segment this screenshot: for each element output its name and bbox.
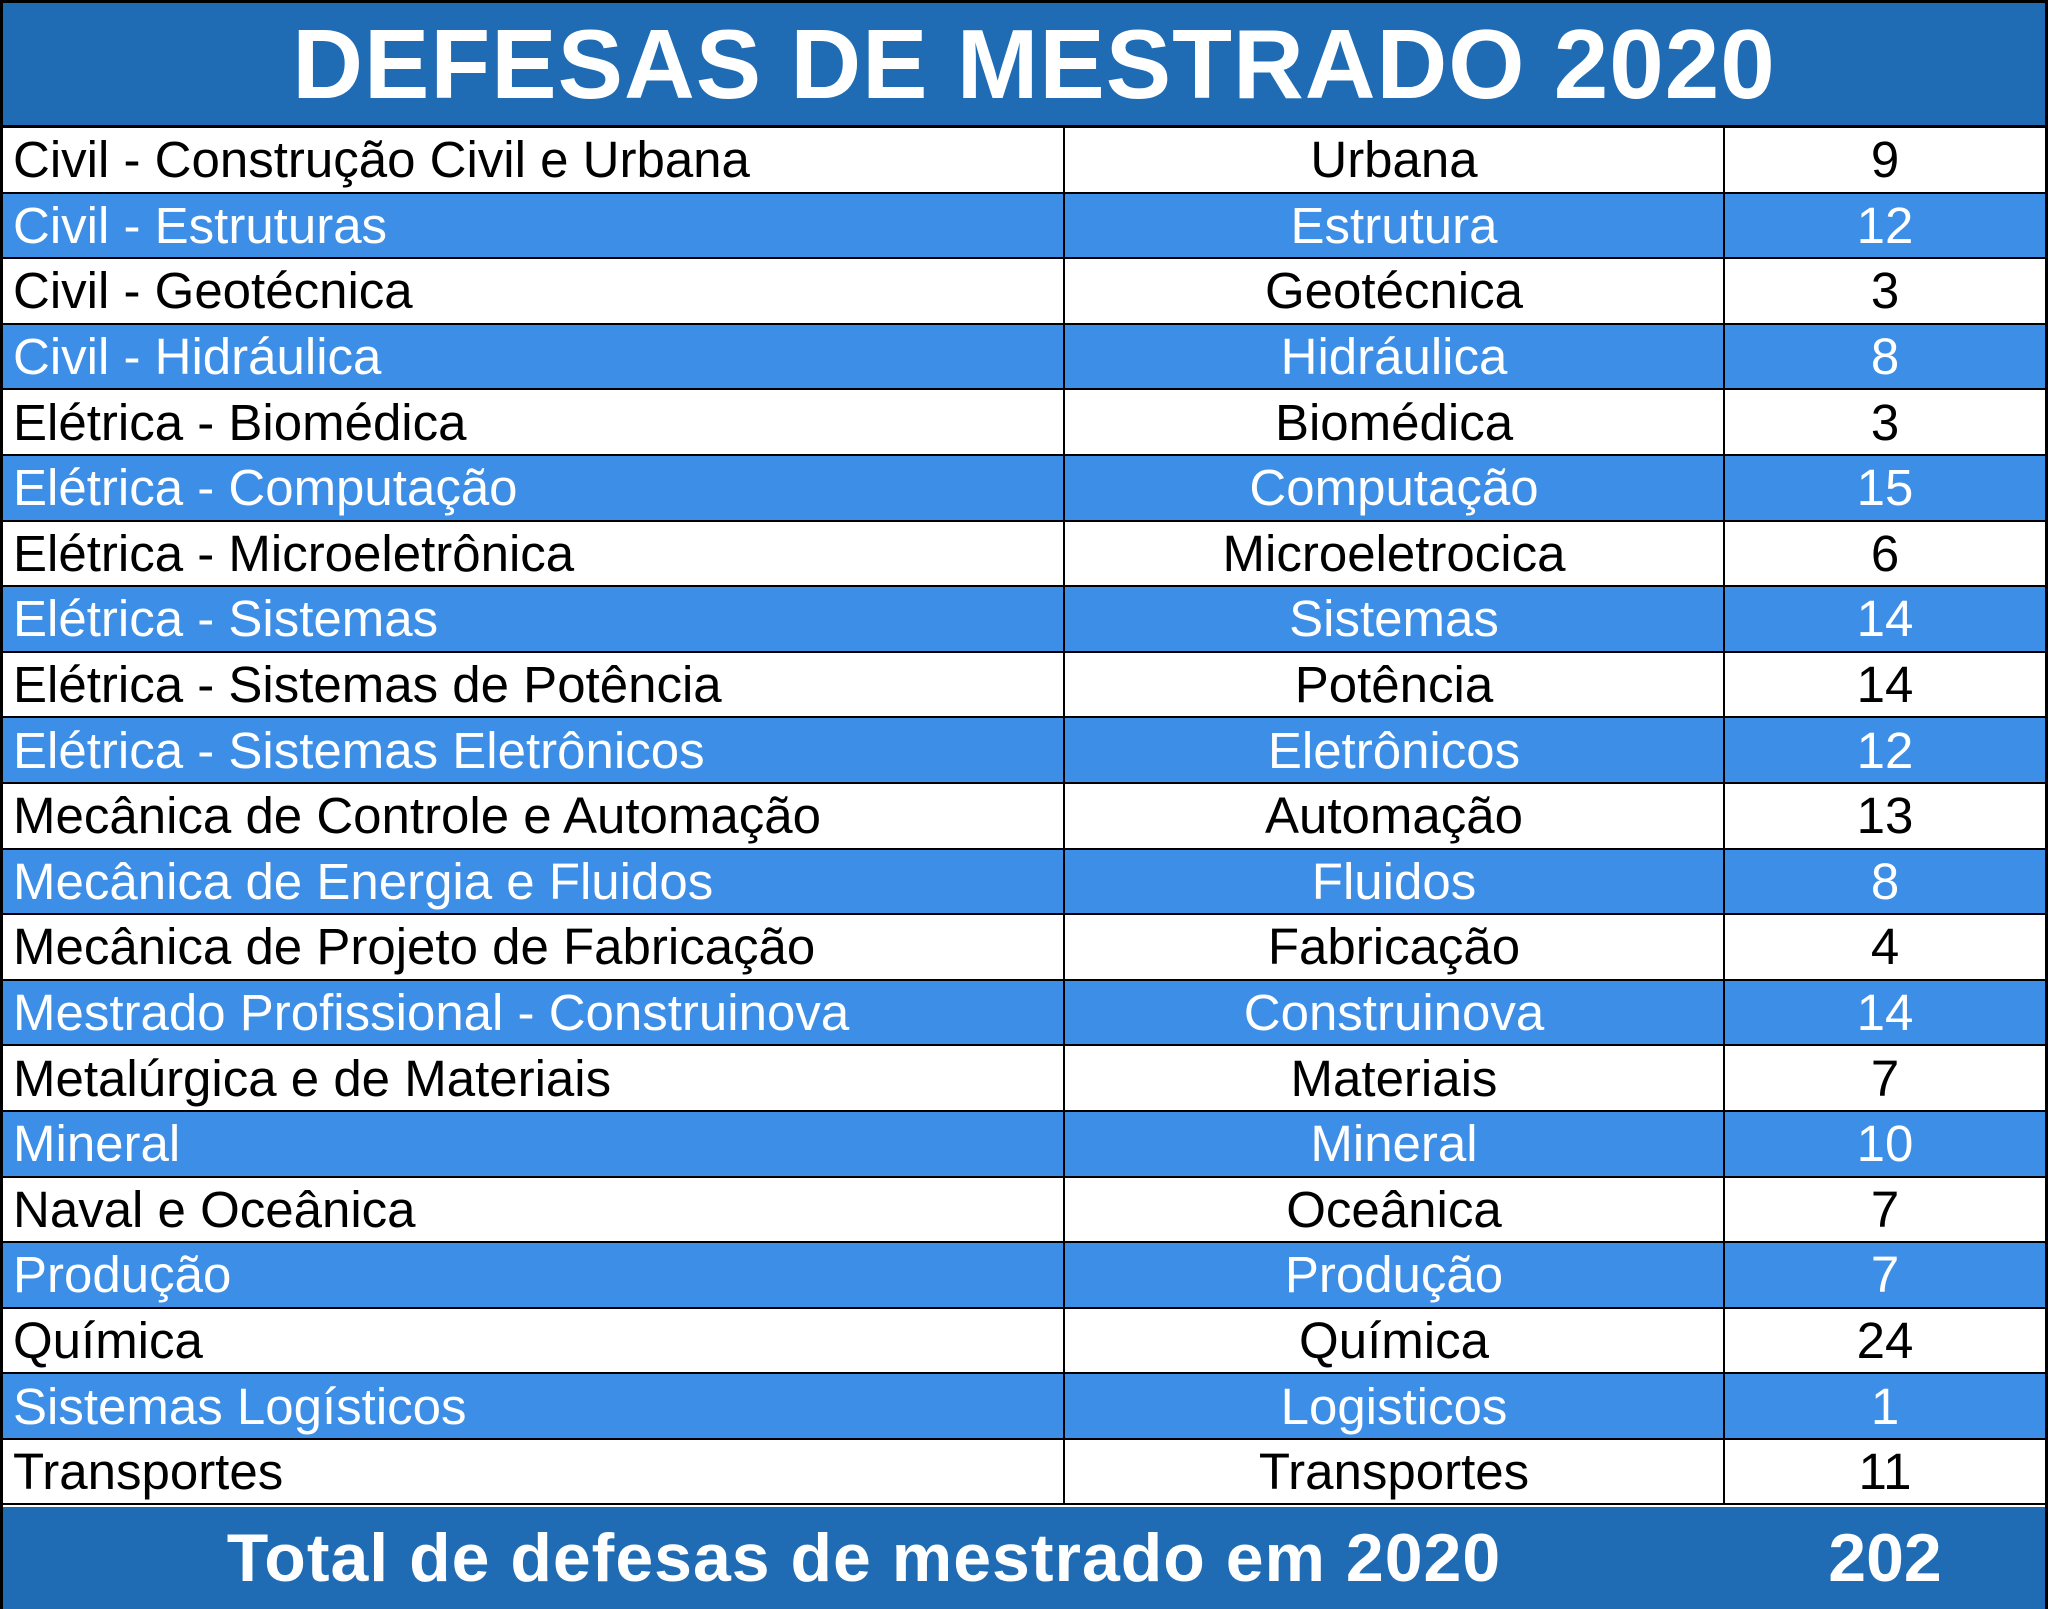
program-short-cell: Computação <box>1065 455 1725 520</box>
defense-count-cell: 3 <box>1870 262 1900 320</box>
defense-count-cell: 14 <box>1856 590 1914 648</box>
program-short-cell: Materiais <box>1065 1046 1725 1110</box>
program-name-cell: Metalúrgica e de Materiais <box>3 1046 1065 1110</box>
program-name-cell: Transportes <box>3 1439 1065 1504</box>
program-name-cell: Mineral <box>3 1111 1065 1176</box>
table-row: Naval e Oceânica Oceânica 7 <box>3 1177 2045 1244</box>
table-row: Mineral Mineral 10 <box>3 1111 2045 1178</box>
program-short-cell: Hidráulica <box>1065 324 1725 389</box>
program-short-cell: Urbana <box>1065 128 1725 192</box>
program-name-cell: Produção <box>3 1243 1065 1307</box>
defense-count-cell: 15 <box>1856 459 1914 517</box>
program-short-cell: Biomédica <box>1065 390 1725 454</box>
table-row: Elétrica - Microeletrônica Microeletrocic… <box>3 521 2045 588</box>
defense-count-cell: 12 <box>1856 721 1914 779</box>
total-label: Total de defesas de mestrado em 2020 <box>226 1520 1502 1596</box>
program-short-cell: Oceânica <box>1065 1177 1725 1242</box>
table-row: Transportes Transportes 11 <box>3 1439 2045 1506</box>
defense-count-cell: 24 <box>1856 1311 1914 1369</box>
program-short-cell: Microeletrocica <box>1065 521 1725 586</box>
table-body: Civil - Construção Civil e Urbana Urbana 9… <box>3 128 2045 1506</box>
total-value: 202 <box>1828 1520 1942 1596</box>
table-row: Civil - Hidráulica Hidráulica 8 <box>3 324 2045 391</box>
program-short-cell: Construinova <box>1065 980 1725 1045</box>
table-title: DEFESAS DE MESTRADO 2020 <box>292 8 1776 119</box>
table-row: Mecânica de Energia e Fluidos Fluidos 8 <box>3 849 2045 916</box>
table-row: Produção Produção 7 <box>3 1243 2045 1309</box>
program-short-cell: Fluidos <box>1065 849 1725 914</box>
program-short-cell: Sistemas <box>1065 587 1725 651</box>
program-short-cell: Produção <box>1065 1243 1725 1307</box>
program-name-cell: Mecânica de Energia e Fluidos <box>3 849 1065 914</box>
table-row: Elétrica - Sistemas Eletrônicos Eletrônic… <box>3 718 2045 784</box>
table-row: Sistemas Logísticos Logisticos 1 <box>3 1374 2045 1440</box>
program-name-cell: Naval e Oceânica <box>3 1177 1065 1242</box>
defense-count-cell: 14 <box>1856 656 1914 714</box>
defense-count-cell: 7 <box>1870 1049 1900 1107</box>
program-short-cell: Fabricação <box>1065 915 1725 979</box>
table-row: Elétrica - Computação Computação 15 <box>3 455 2045 522</box>
program-name-cell: Elétrica - Biomédica <box>3 390 1065 454</box>
defense-count-cell: 9 <box>1870 131 1900 189</box>
program-name-cell: Civil - Geotécnica <box>3 259 1065 323</box>
defense-count-cell: 4 <box>1870 918 1900 976</box>
defense-count-cell: 7 <box>1870 1246 1900 1304</box>
program-name-cell: Elétrica - Sistemas <box>3 587 1065 651</box>
program-name-cell: Elétrica - Microeletrônica <box>3 521 1065 586</box>
program-short-cell: Química <box>1065 1308 1725 1373</box>
program-name-cell: Civil - Construção Civil e Urbana <box>3 128 1065 192</box>
defense-count-cell: 3 <box>1870 393 1900 451</box>
program-short-cell: Transportes <box>1065 1439 1725 1504</box>
table-row: Mestrado Profissional - Construinova Cons… <box>3 980 2045 1047</box>
program-name-cell: Sistemas Logísticos <box>3 1374 1065 1438</box>
table-row: Química Química 24 <box>3 1308 2045 1375</box>
program-name-cell: Mestrado Profissional - Construinova <box>3 980 1065 1045</box>
program-name-cell: Mecânica de Projeto de Fabricação <box>3 915 1065 979</box>
program-name-cell: Elétrica - Sistemas de Potência <box>3 652 1065 717</box>
table-row: Metalúrgica e de Materiais Materiais 7 <box>3 1046 2045 1112</box>
table-row: Civil - Estruturas Estrutura 12 <box>3 193 2045 260</box>
program-short-cell: Eletrônicos <box>1065 718 1725 782</box>
program-short-cell: Automação <box>1065 783 1725 848</box>
defense-count-cell: 1 <box>1870 1377 1900 1435</box>
total-row: Total de defesas de mestrado em 2020 202 <box>3 1507 2045 1609</box>
program-short-cell: Potência <box>1065 652 1725 717</box>
program-name-cell: Mecânica de Controle e Automação <box>3 783 1065 848</box>
program-name-cell: Química <box>3 1308 1065 1373</box>
defense-count-cell: 12 <box>1856 196 1914 254</box>
defense-count-cell: 8 <box>1870 328 1900 386</box>
table-row: Elétrica - Biomédica Biomédica 3 <box>3 390 2045 456</box>
table-row: Elétrica - Sistemas Sistemas 14 <box>3 587 2045 653</box>
table-row: Mecânica de Projeto de Fabricação Fabrica… <box>3 915 2045 981</box>
program-short-cell: Mineral <box>1065 1111 1725 1176</box>
program-name-cell: Elétrica - Computação <box>3 455 1065 520</box>
defense-count-cell: 6 <box>1870 524 1900 582</box>
program-name-cell: Civil - Hidráulica <box>3 324 1065 389</box>
table-row: Elétrica - Sistemas de Potência Potência 1… <box>3 652 2045 719</box>
defense-count-cell: 8 <box>1870 852 1900 910</box>
program-short-cell: Logisticos <box>1065 1374 1725 1438</box>
table-row: Civil - Construção Civil e Urbana Urbana 9 <box>3 128 2045 194</box>
program-name-cell: Civil - Estruturas <box>3 193 1065 258</box>
program-short-cell: Geotécnica <box>1065 259 1725 323</box>
table-title-bar: DEFESAS DE MESTRADO 2020 <box>3 3 2045 128</box>
defense-count-cell: 14 <box>1856 984 1914 1042</box>
table-row: Mecânica de Controle e Automação Automaçã… <box>3 783 2045 850</box>
defense-count-cell: 13 <box>1856 787 1914 845</box>
defense-count-cell: 11 <box>1858 1443 1912 1501</box>
defense-count-cell: 7 <box>1870 1180 1900 1238</box>
table-row: Civil - Geotécnica Geotécnica 3 <box>3 259 2045 325</box>
program-name-cell: Elétrica - Sistemas Eletrônicos <box>3 718 1065 782</box>
defense-count-cell: 10 <box>1856 1115 1914 1173</box>
program-short-cell: Estrutura <box>1065 193 1725 258</box>
